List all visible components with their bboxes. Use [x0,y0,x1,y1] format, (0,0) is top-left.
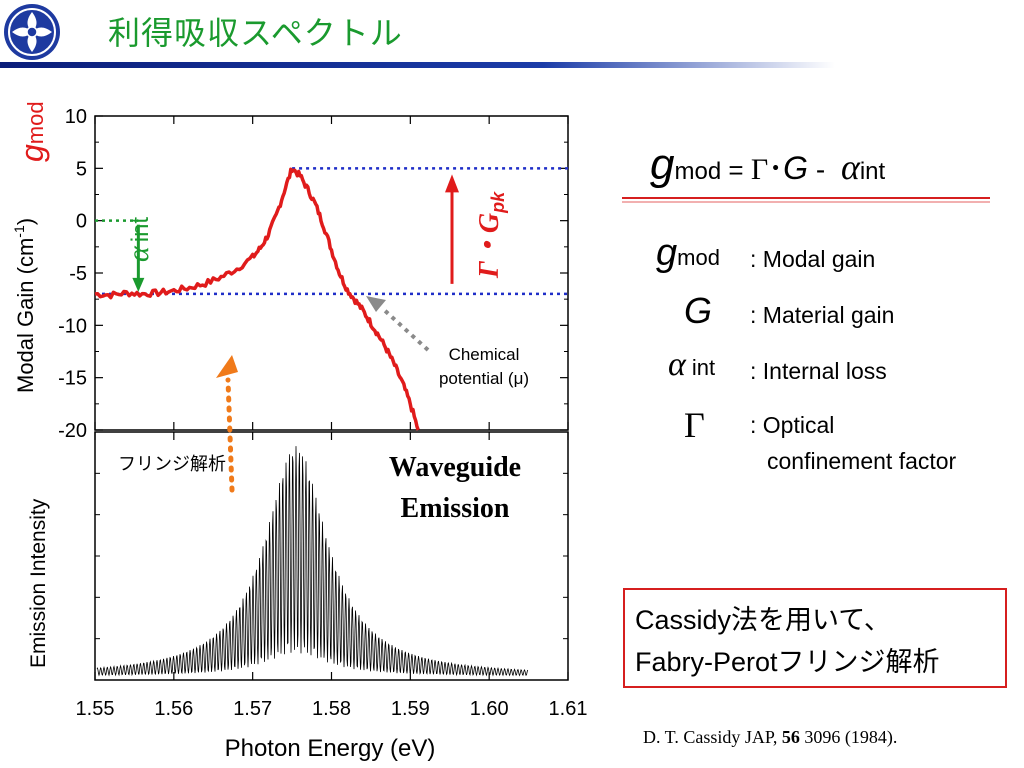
fringe-arrow-shaft [225,377,235,493]
gamma-gpk-subscript: pk [488,191,508,214]
gain-curve [94,167,420,431]
legend-symbol-gamma: Γ [684,405,705,445]
emission-spectrum-line [96,446,529,677]
equation-underline-shadow [622,201,990,203]
gain-ytick-label: -20 [58,420,87,442]
emission-xtick-label: 1.57 [233,698,272,720]
spectra-chart: 10 5 0 -5 -10 -15 -20 1.55 1.56 1.57 1.58 1.59 1.60 1… [11,101,588,762]
legend-symbol-alpha: α int [668,346,716,383]
gain-ylabel: Modal Gain (cm-1) [11,218,38,393]
alpha-int-label: αint [122,217,155,262]
title-underline-bar [0,62,835,68]
legend-symbol-gmod: gmod [656,232,720,274]
legend-symbol-G: G [684,290,713,331]
legend-desc-material-gain: : Material gain [750,302,895,328]
gain-ytick-label: -15 [58,368,87,390]
emission-xtick-label: 1.61 [549,698,588,720]
gamma-arrow-head [445,174,459,193]
xaxis-label: Photon Energy (eV) [225,735,436,762]
chemical-potential-arrow-head [366,296,386,312]
method-line-2: Fabry-Perotフリンジ解析 [635,647,940,677]
gain-ylabel-close: ) [13,218,38,225]
waveguide-label-2: Emission [401,493,510,524]
chemical-potential-label-2: potential (μ) [439,369,529,388]
fringe-arrow-head [216,355,238,378]
gain-ytick-label: 5 [76,158,87,180]
waveguide-label-1: Waveguide [389,452,521,483]
emission-xtick-label: 1.55 [76,698,115,720]
gain-ytick-label: -5 [69,263,87,285]
legend-desc-internal-loss: : Internal loss [750,358,887,384]
emission-xtick-label: 1.58 [312,698,351,720]
gamma-gpk-label: Γ・Gpk [474,191,508,279]
legend-desc-confinement: confinement factor [767,448,957,474]
alpha-arrow-head [132,277,145,292]
legend-desc-optical: : Optical [750,412,835,438]
gain-ytick-label: 10 [65,106,87,128]
emission-ylabel: Emission Intensity [27,498,50,668]
emission-xtick-label: 1.59 [391,698,430,720]
citation: D. T. Cassidy JAP, 56 3096 (1984). [643,727,898,747]
gain-ytick-label: 0 [76,211,87,233]
slide-title: 利得吸収スペクトル [108,15,403,51]
method-box: Cassidy法を用いて、 Fabry-Perotフリンジ解析 [623,588,1007,688]
fringe-analysis-label: フリンジ解析 [118,454,226,474]
chemical-potential-label-1: Chemical [449,345,520,364]
gain-ylabel-sup: -1 [11,225,27,238]
gain-equation: gmod = Γ･G - αint [650,140,886,189]
chemical-potential-arrow-shaft [380,306,430,352]
emission-xtick-label: 1.56 [154,698,193,720]
gmod-axis-subscript: mod [23,101,48,144]
university-logo [4,4,60,60]
equation-underline [622,197,990,199]
emission-xtick-label: 1.60 [470,698,509,720]
method-line-1: Cassidy法を用いて、 [635,605,891,635]
gain-ytick-label: -10 [58,315,87,337]
gmod-axis-label: gmod [14,101,50,162]
alpha-int-subscript: int [127,217,154,243]
legend-desc-modal-gain: : Modal gain [750,246,876,272]
